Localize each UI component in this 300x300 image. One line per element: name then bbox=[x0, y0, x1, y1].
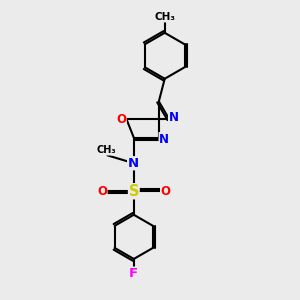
Text: O: O bbox=[116, 112, 126, 126]
Text: CH₃: CH₃ bbox=[154, 12, 175, 22]
Text: N: N bbox=[128, 157, 139, 170]
Text: S: S bbox=[129, 184, 139, 199]
Text: O: O bbox=[97, 185, 107, 198]
Text: N: N bbox=[159, 133, 169, 146]
Text: F: F bbox=[129, 267, 138, 280]
Text: N: N bbox=[169, 111, 178, 124]
Text: CH₃: CH₃ bbox=[96, 145, 116, 155]
Text: O: O bbox=[160, 185, 171, 198]
